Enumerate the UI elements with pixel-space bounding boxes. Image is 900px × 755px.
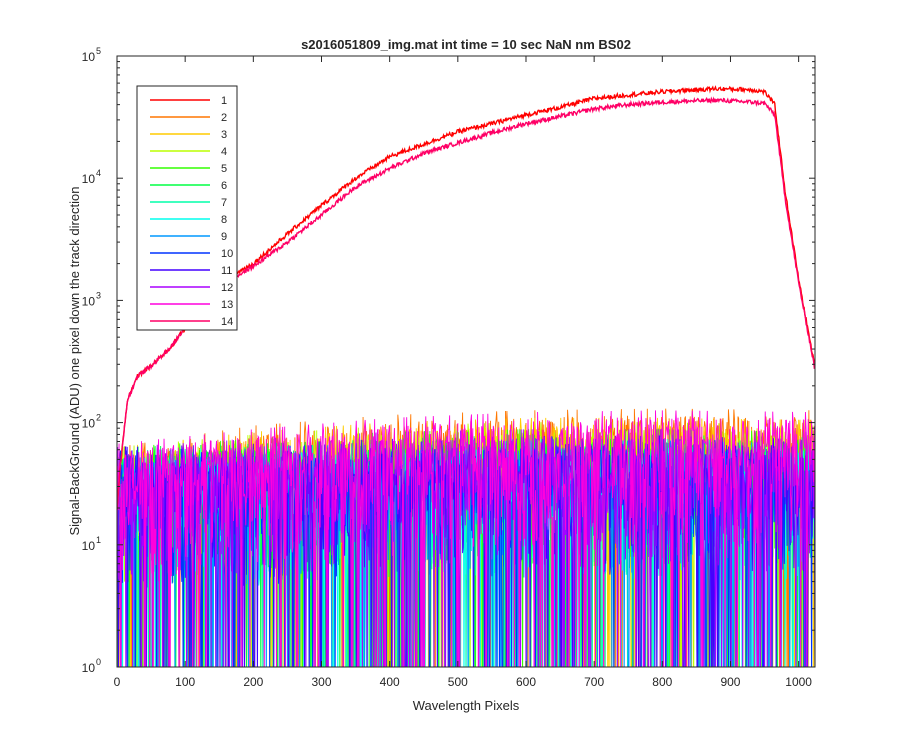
legend-label-12: 12 <box>221 282 233 294</box>
legend-label-6: 6 <box>221 180 227 192</box>
x-tick-label: 1000 <box>785 675 812 689</box>
series-line-13 <box>117 410 815 667</box>
legend-label-5: 5 <box>221 163 227 175</box>
x-axis: 0 100 200 300 400 500 600 700 800 900 1000 <box>114 56 812 689</box>
x-tick-label: 200 <box>243 675 263 689</box>
y-tick-exponent: 4 <box>96 168 101 178</box>
axes-box <box>116 55 816 668</box>
legend-label-1: 1 <box>221 95 227 107</box>
y-tick-exponent: 0 <box>96 657 101 667</box>
x-tick-label: 400 <box>380 675 400 689</box>
series-lines <box>117 85 815 667</box>
x-tick-label: 0 <box>114 675 121 689</box>
legend-label-14: 14 <box>221 316 233 328</box>
y-tick-label: 10 <box>82 539 96 553</box>
y-tick-exponent: 3 <box>96 290 101 300</box>
x-tick-label: 500 <box>448 675 468 689</box>
x-tick-label: 100 <box>175 675 195 689</box>
legend-label-11: 11 <box>221 265 232 277</box>
y-tick-label: 10 <box>82 661 96 675</box>
y-tick-label: 10 <box>82 50 96 64</box>
x-tick-label: 300 <box>311 675 331 689</box>
x-tick-label: 800 <box>652 675 672 689</box>
y-tick-exponent: 1 <box>96 535 101 545</box>
legend-label-7: 7 <box>221 197 227 209</box>
y-tick-label: 10 <box>82 172 96 186</box>
legend-label-8: 8 <box>221 214 227 226</box>
legend-label-3: 3 <box>221 129 227 141</box>
legend-label-10: 10 <box>221 248 233 260</box>
legend-label-4: 4 <box>221 146 227 158</box>
y-tick-exponent: 5 <box>96 46 101 56</box>
x-tick-label: 700 <box>584 675 604 689</box>
legend-label-9: 9 <box>221 231 227 243</box>
x-axis-label: Wavelength Pixels <box>413 698 520 713</box>
x-tick-label: 900 <box>720 675 740 689</box>
legend-label-2: 2 <box>221 112 227 124</box>
y-tick-exponent: 2 <box>96 413 101 423</box>
legend-box <box>136 85 238 331</box>
legend-label-13: 13 <box>221 299 233 311</box>
y-tick-label: 10 <box>82 294 96 308</box>
x-tick-label: 600 <box>516 675 536 689</box>
y-axis-label: Signal-BackGround (ADU) one pixel down t… <box>67 186 82 535</box>
y-tick-label: 10 <box>82 417 96 431</box>
chart-title: s2016051809_img.mat int time = 10 sec Na… <box>301 37 631 52</box>
